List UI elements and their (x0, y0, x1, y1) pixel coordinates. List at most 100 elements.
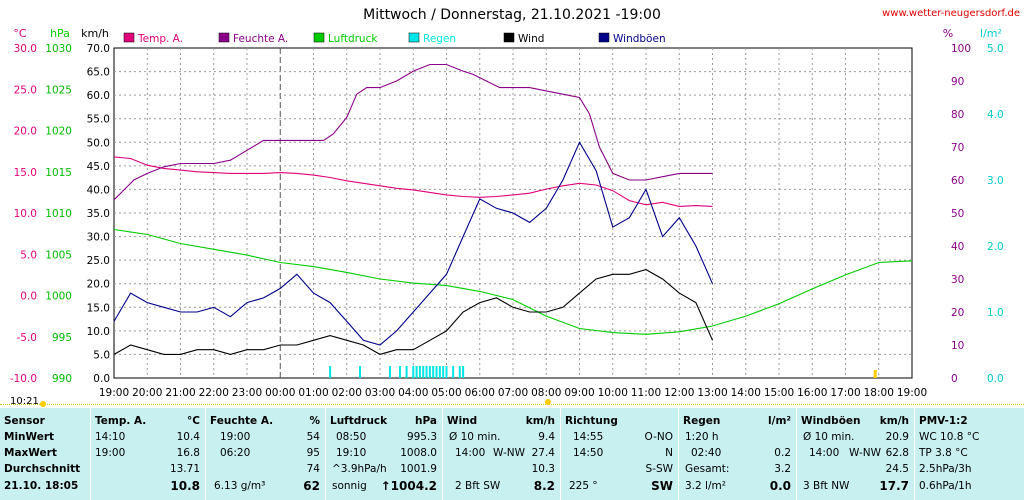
x-tick: 11:00 (631, 387, 661, 399)
gusts-avg: 24.5 (885, 463, 909, 475)
x-tick: 05:00 (431, 387, 461, 399)
direction-header: Richtung (565, 415, 618, 427)
series-group (113, 63, 913, 378)
wind-r2-dir: W-NW (493, 447, 525, 459)
rain-r3-val: 3.2 (774, 463, 791, 475)
temp-min-val: 10.4 (176, 431, 200, 443)
rain-tick: 1.0 (987, 307, 1004, 319)
x-tick: 00:00 (265, 387, 295, 399)
status-time: 10:21 (10, 396, 39, 407)
rain-bar (445, 366, 448, 378)
legend-label: Luftdruck (328, 33, 378, 45)
temp-unit: °C (187, 415, 200, 427)
x-tick: 20:00 (132, 387, 162, 399)
humidity-min-val: 54 (306, 431, 320, 443)
pressure-max-val: 1008.0 (400, 447, 437, 459)
rain-bar (398, 366, 401, 378)
rain-bar (428, 366, 431, 378)
temp-tick: 10.0 (14, 208, 37, 220)
x-tick: 02:00 (332, 387, 362, 399)
pressure-tick: 1030 (45, 43, 72, 55)
wind-header: Wind (447, 415, 478, 427)
pressure-trend: ^3.9hPa/h (332, 463, 387, 475)
x-tick: 08:00 (531, 387, 561, 399)
gusts-r1-label: Ø 10 min. (803, 431, 855, 443)
direction-r2-val: N (665, 447, 673, 459)
pmv-r3: 2.5hPa/3h (919, 463, 972, 475)
direction-r1-time: 14:55 (573, 431, 604, 443)
unit-wind: km/h (81, 27, 109, 40)
humidity-tick: 80 (951, 109, 964, 121)
avg-label: Durchschnitt (4, 463, 81, 475)
temp-tick: 15.0 (14, 167, 37, 179)
wind-tick: 25.0 (87, 255, 110, 267)
wind-tick: 40.0 (87, 184, 110, 196)
pressure-min-time: 08:50 (336, 431, 367, 443)
humidity-tick: 30 (951, 274, 964, 286)
rain-bar (412, 366, 415, 378)
temp-max-val: 16.8 (176, 447, 200, 459)
temp-current: 10.8 (170, 479, 200, 493)
col-temp: Temp. A. °C 14:10 10.4 19:00 16.8 13.71 10.… (90, 408, 206, 500)
x-tick: 22:00 (199, 387, 229, 399)
gusts-r2-val: 62.8 (885, 447, 909, 459)
humidity-max-time: 06:20 (220, 447, 251, 459)
wind-tick: 60.0 (87, 90, 110, 102)
legend-swatch (218, 32, 230, 43)
statistics-table: Sensor MinWert MaxWert Durchschnitt 21.1… (0, 408, 1024, 500)
rain-header: Regen (683, 415, 721, 427)
temp-tick: -5.0 (17, 332, 38, 344)
humidity-tick: 0 (951, 373, 958, 385)
wind-current: 8.2 (533, 479, 555, 493)
pressure-tick: 1015 (45, 167, 72, 179)
rain-bar (462, 366, 465, 378)
rain-tick: 5.0 (987, 43, 1004, 55)
humidity-unit: % (309, 415, 320, 427)
website-label[interactable]: www.wetter-neugersdorf.de (882, 8, 1020, 19)
unit-pressure: hPa (50, 27, 70, 40)
pmv-header: PMV-1:2 (919, 415, 968, 427)
rain-r2-val: 0.2 (774, 447, 791, 459)
humidity-max-val: 95 (306, 447, 320, 459)
x-tick: 19:00 (897, 387, 927, 399)
legend-swatch (313, 32, 325, 43)
x-tick: 13:00 (697, 387, 727, 399)
x-tick: 14:00 (731, 387, 761, 399)
pmv-r2: TP 3.8 °C (919, 447, 968, 459)
col-humidity: Feuchte A.% 19:00 54 06:20 95 74 6.13 g/m³… (205, 408, 326, 500)
wind-avg: 10.3 (531, 463, 555, 475)
legend-label: Temp. A. (137, 33, 183, 45)
x-tick: 10:00 (598, 387, 628, 399)
x-tick: 16:00 (797, 387, 827, 399)
pressure-tick: 1010 (45, 208, 72, 220)
pressure-avg: 1001.9 (400, 463, 437, 475)
x-tick: 06:00 (465, 387, 495, 399)
temp-header: Temp. A. (95, 415, 147, 427)
rain-bar (452, 366, 455, 378)
rain-r1-label: 1:20 h (685, 431, 719, 443)
unit-humidity: % (943, 27, 953, 40)
rain-bar (422, 366, 425, 378)
rain-bar (329, 366, 332, 378)
grid (113, 47, 913, 379)
humidity-avg: 74 (306, 463, 320, 475)
chart-title: Mittwoch / Donnerstag, 21.10.2021 -19:00 (363, 7, 661, 23)
pmv-r1: WC 10.8 °C (919, 431, 980, 443)
rain-bar (418, 366, 421, 378)
wind-r1-label: Ø 10 min. (449, 431, 501, 443)
direction-degrees: 225 ° (569, 480, 598, 492)
temp-tick: 20.0 (14, 126, 37, 138)
pressure-tick: 995 (52, 332, 72, 344)
humidity-tick: 50 (951, 208, 964, 220)
rain-bar (432, 366, 435, 378)
pressure-unit: hPa (415, 415, 437, 427)
temp-tick: 25.0 (14, 84, 37, 96)
temp-tick: 5.0 (20, 249, 37, 261)
legend: Temp. A. Feuchte A. Luftdruck Regen Wind Wind… (123, 32, 666, 45)
wind-r1-val: 9.4 (538, 431, 555, 443)
col-direction: Richtung 14:55 O-NO 14:50 N S-SW 225 ° SW (560, 408, 679, 500)
x-tick: 21:00 (165, 387, 195, 399)
unit-rain: l/m² (980, 27, 1002, 40)
humidity-min-time: 19:00 (220, 431, 251, 443)
wind-r2-val: 27.4 (531, 447, 555, 459)
